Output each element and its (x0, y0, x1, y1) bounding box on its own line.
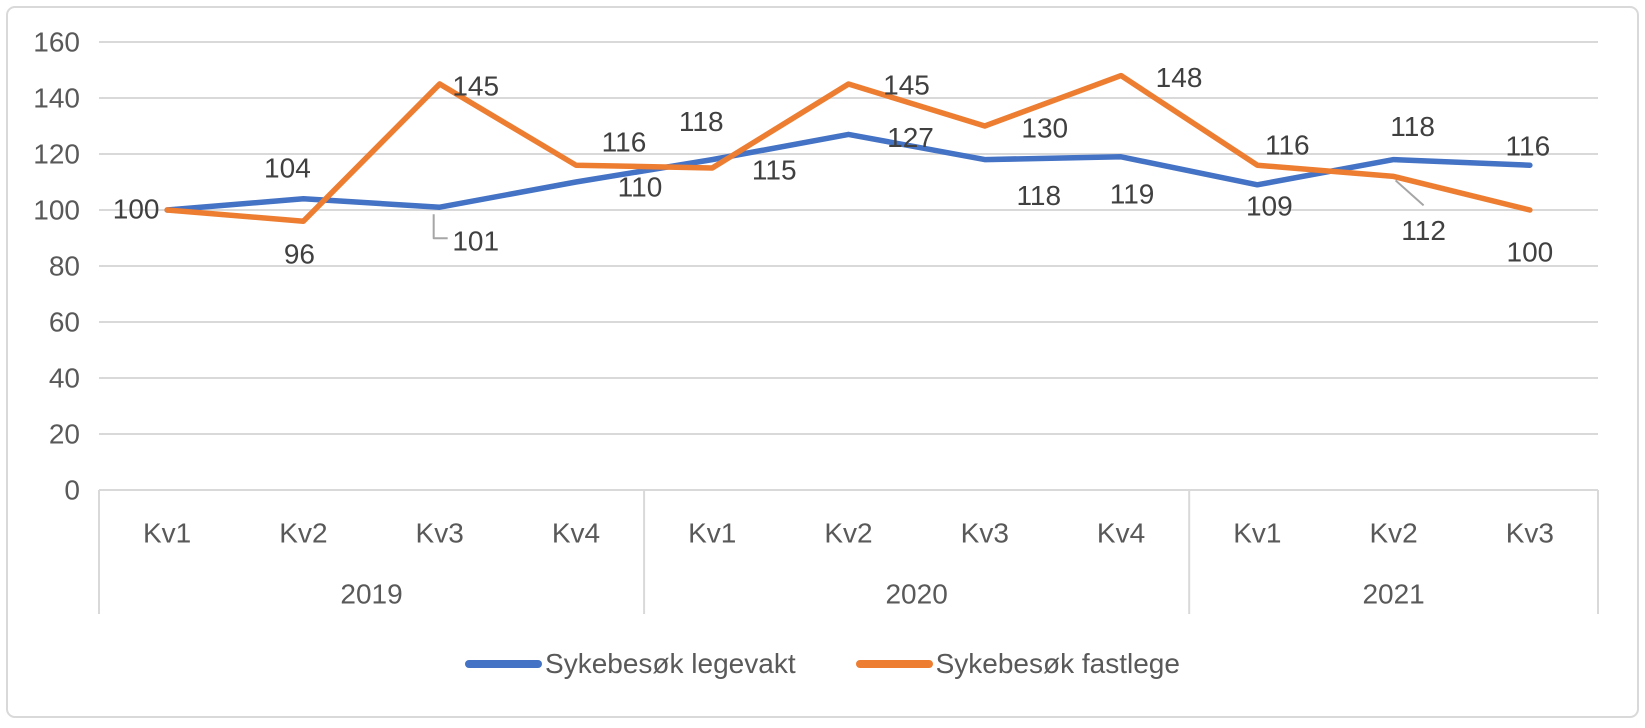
x-axis-quarter-label: Kv3 (961, 518, 1009, 549)
data-label: 100 (1507, 237, 1554, 268)
x-axis-quarter-label: Kv1 (688, 518, 736, 549)
x-axis-year-label: 2019 (340, 579, 402, 610)
data-label: 100 (113, 194, 160, 225)
data-label: 118 (1016, 180, 1061, 211)
data-label: 115 (752, 155, 797, 186)
y-axis-tick-label: 160 (33, 27, 80, 58)
chart-legend: Sykebesøk legevakt Sykebesøk fastlege (0, 648, 1645, 680)
data-label: 148 (1156, 62, 1203, 93)
x-axis-quarter-label: Kv1 (143, 518, 191, 549)
data-label: 119 (1110, 178, 1155, 209)
legend-swatch-fastlege (855, 660, 933, 668)
data-label: 104 (264, 152, 311, 183)
x-axis-quarter-label: Kv3 (416, 518, 464, 549)
legend-label-fastlege: Sykebesøk fastlege (935, 648, 1180, 679)
x-axis-quarter-label: Kv4 (552, 518, 600, 549)
y-axis-tick-label: 120 (33, 139, 80, 170)
data-label: 101 (452, 226, 499, 257)
data-label-leader-line (1394, 179, 1425, 207)
y-axis-tick-label: 60 (49, 307, 80, 338)
data-label: 109 (1246, 190, 1293, 221)
data-label: 130 (1021, 113, 1068, 144)
legend-label-legevakt: Sykebesøk legevakt (545, 648, 796, 679)
series-line-fastlege (164, 72, 1533, 224)
data-label: 116 (1265, 130, 1310, 161)
data-label: 118 (679, 106, 724, 137)
legend-swatch-legevakt (465, 660, 543, 668)
x-axis-year-label: 2021 (1362, 579, 1424, 610)
x-axis-quarter-label: Kv4 (1097, 518, 1145, 549)
x-axis-quarter-label: Kv2 (824, 518, 872, 549)
data-label: 145 (452, 71, 499, 102)
data-label: 112 (1401, 215, 1446, 246)
data-label: 127 (887, 122, 934, 153)
y-axis-tick-label: 140 (33, 83, 80, 114)
data-label-leader-line (432, 214, 448, 240)
x-axis-quarter-label: Kv2 (1369, 518, 1417, 549)
x-axis-quarter-label: Kv1 (1233, 518, 1281, 549)
legend-item-legevakt: Sykebesøk legevakt (465, 648, 796, 680)
data-label: 96 (284, 239, 315, 270)
data-label: 145 (883, 70, 930, 101)
data-label: 118 (1390, 111, 1435, 142)
y-axis-tick-label: 100 (33, 195, 80, 226)
data-label: 116 (1506, 131, 1551, 162)
x-axis-quarter-label: Kv2 (279, 518, 327, 549)
data-label: 110 (618, 172, 663, 203)
data-label: 116 (602, 127, 647, 158)
y-axis-tick-label: 0 (64, 475, 80, 506)
y-axis-tick-label: 80 (49, 251, 80, 282)
y-axis-tick-label: 20 (49, 419, 80, 450)
x-axis-quarter-label: Kv3 (1506, 518, 1554, 549)
legend-item-fastlege: Sykebesøk fastlege (855, 648, 1180, 680)
y-axis-tick-label: 40 (49, 363, 80, 394)
x-axis-year-label: 2020 (885, 579, 947, 610)
series-line-legevakt (164, 131, 1533, 213)
